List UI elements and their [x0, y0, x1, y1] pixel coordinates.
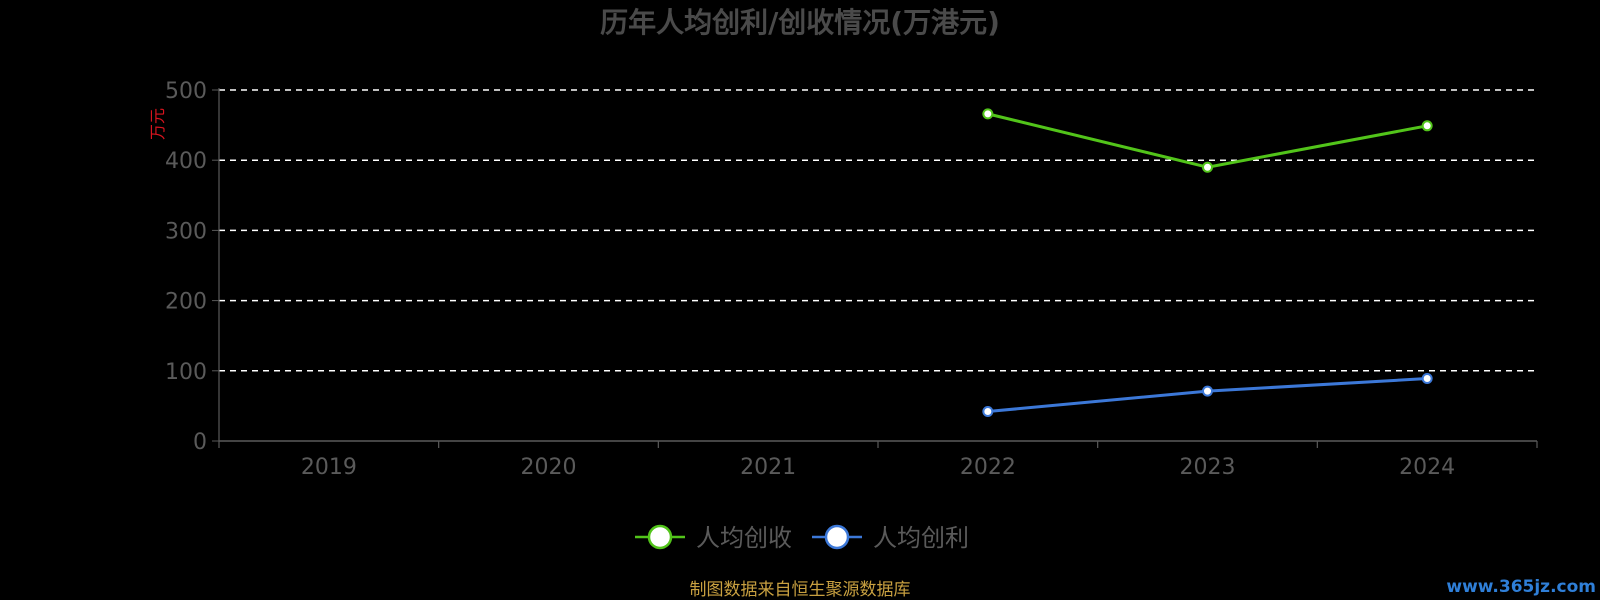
data-point[interactable] — [1202, 161, 1213, 173]
data-point[interactable] — [1202, 385, 1213, 397]
watermark: www.365jz.com — [1446, 577, 1596, 597]
legend-marker — [647, 524, 673, 550]
legend-item-2[interactable]: 人均创利 — [812, 524, 969, 552]
chart-title: 历年人均创利/创收情况(万港元) — [600, 6, 1000, 39]
x-tick-label: 2024 — [1399, 455, 1455, 480]
y-tick-label: 0 — [193, 430, 207, 455]
legend[interactable]: 人均创收 人均创利 — [635, 524, 969, 552]
data-point[interactable] — [1421, 373, 1433, 385]
data-point[interactable] — [1421, 120, 1433, 132]
y-tick-label: 500 — [165, 79, 207, 104]
data-point[interactable] — [982, 108, 994, 120]
x-tick-label: 2019 — [301, 455, 357, 480]
x-tick-label: 2020 — [521, 455, 577, 480]
y-tick-label: 400 — [165, 149, 207, 174]
legend-marker — [824, 524, 850, 550]
x-tick-label: 2022 — [960, 455, 1016, 480]
legend-label: 人均创利 — [873, 524, 969, 552]
series-line-1 — [987, 112, 1428, 169]
series-layer — [982, 108, 1433, 418]
y-tick-label: 300 — [165, 219, 207, 244]
axis-layer: 0 100 200 300 400 500 2019 2020 2021 2022 2023 2024 — [165, 79, 1538, 480]
legend-label: 人均创收 — [696, 524, 792, 552]
x-tick-label: 2021 — [740, 455, 796, 480]
legend-item-1[interactable]: 人均创收 — [635, 524, 792, 552]
data-source-note: 制图数据来自恒生聚源数据库 — [690, 580, 911, 600]
data-point[interactable] — [982, 406, 994, 418]
grid-layer — [219, 89, 1537, 372]
y-tick-label: 200 — [165, 290, 207, 315]
y-axis-unit: 万元 — [148, 108, 167, 140]
y-tick-label: 100 — [165, 360, 207, 385]
x-tick-label: 2023 — [1180, 455, 1236, 480]
